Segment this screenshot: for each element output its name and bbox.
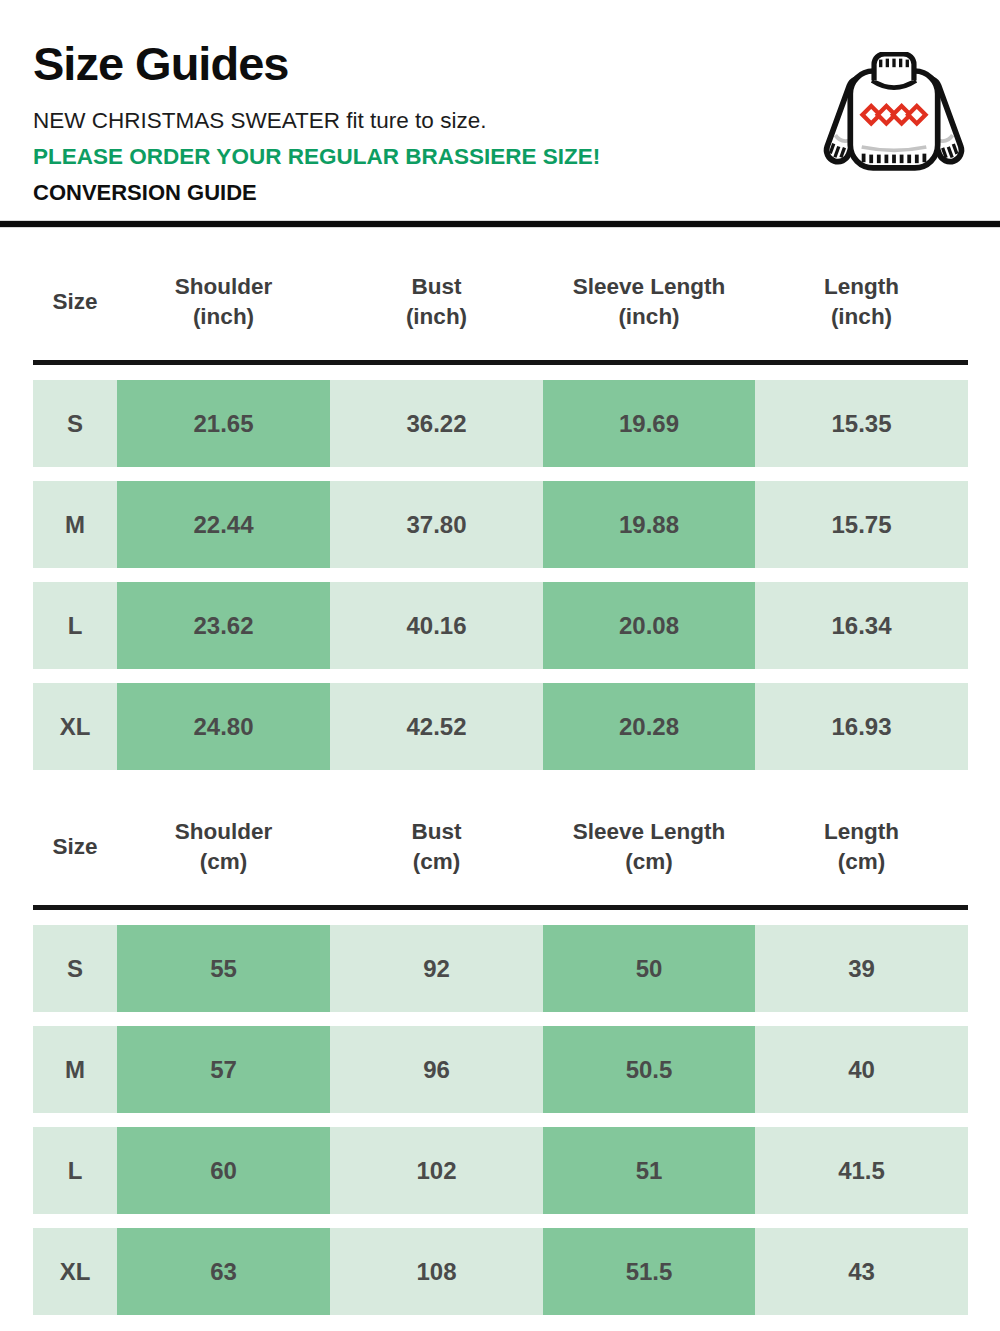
table-row-s: S 21.65 36.22 19.69 15.35 [33, 380, 968, 467]
col-header-length: Length(inch) [755, 272, 968, 332]
length-cell: 41.5 [755, 1127, 968, 1214]
bust-cell: 40.16 [330, 582, 543, 669]
bust-cell: 37.80 [330, 481, 543, 568]
col-header-shoulder: Shoulder(inch) [117, 272, 330, 332]
length-cell: 16.34 [755, 582, 968, 669]
col-header-bust: Bust(inch) [330, 272, 543, 332]
size-cell: M [33, 481, 117, 568]
length-cell: 43 [755, 1228, 968, 1315]
sleeve-length-cell: 19.88 [543, 481, 755, 568]
table-row-xl: XL 63 108 51.5 43 [33, 1228, 968, 1315]
col-header-size: Size [33, 832, 117, 862]
sleeve-length-cell: 19.69 [543, 380, 755, 467]
shoulder-cell: 63 [117, 1228, 330, 1315]
bust-cell: 92 [330, 925, 543, 1012]
size-cell: XL [33, 683, 117, 770]
length-cell: 16.93 [755, 683, 968, 770]
section-divider [0, 220, 1000, 228]
col-header-length: Length(cm) [755, 817, 968, 877]
bust-cell: 42.52 [330, 683, 543, 770]
shoulder-cell: 24.80 [117, 683, 330, 770]
sweater-hem-ribs [864, 154, 925, 164]
shoulder-cell: 21.65 [117, 380, 330, 467]
size-cell: M [33, 1026, 117, 1113]
bust-cell: 108 [330, 1228, 543, 1315]
sleeve-length-cell: 20.08 [543, 582, 755, 669]
sleeve-length-cell: 50.5 [543, 1026, 755, 1113]
table-row-m: M 22.44 37.80 19.88 15.75 [33, 481, 968, 568]
bust-cell: 36.22 [330, 380, 543, 467]
size-cell: L [33, 1127, 117, 1214]
length-cell: 15.75 [755, 481, 968, 568]
size-cell: S [33, 925, 117, 1012]
table-header-row: Size Shoulder(cm) Bust(cm) Sleeve Length… [33, 784, 968, 905]
bust-cell: 102 [330, 1127, 543, 1214]
table-row-l: L 23.62 40.16 20.08 16.34 [33, 582, 968, 669]
table-row-s: S 55 92 50 39 [33, 925, 968, 1012]
size-table-cm: Size Shoulder(cm) Bust(cm) Sleeve Length… [33, 784, 968, 1315]
shoulder-cell: 60 [117, 1127, 330, 1214]
sleeve-length-cell: 51 [543, 1127, 755, 1214]
sleeve-length-cell: 51.5 [543, 1228, 755, 1315]
christmas-sweater-icon [818, 52, 970, 185]
length-cell: 40 [755, 1026, 968, 1113]
table-row-xl: XL 24.80 42.52 20.28 16.93 [33, 683, 968, 770]
length-cell: 39 [755, 925, 968, 1012]
sleeve-length-cell: 50 [543, 925, 755, 1012]
col-header-bust: Bust(cm) [330, 817, 543, 877]
col-header-shoulder: Shoulder(cm) [117, 817, 330, 877]
size-cell: L [33, 582, 117, 669]
shoulder-cell: 22.44 [117, 481, 330, 568]
table-row-m: M 57 96 50.5 40 [33, 1026, 968, 1113]
size-cell: XL [33, 1228, 117, 1315]
sleeve-length-cell: 20.28 [543, 683, 755, 770]
table-body: S 21.65 36.22 19.69 15.35 M 22.44 37.80 … [33, 365, 968, 770]
table-row-l: L 60 102 51 41.5 [33, 1127, 968, 1214]
size-cell: S [33, 380, 117, 467]
shoulder-cell: 55 [117, 925, 330, 1012]
shoulder-cell: 23.62 [117, 582, 330, 669]
shoulder-cell: 57 [117, 1026, 330, 1113]
table-body: S 55 92 50 39 M 57 96 50.5 40 L 60 102 5… [33, 910, 968, 1315]
col-header-size: Size [33, 287, 117, 317]
col-header-sleeve-length: Sleeve Length(inch) [543, 272, 755, 332]
size-table-inches: Size Shoulder(inch) Bust(inch) Sleeve Le… [33, 228, 968, 770]
bust-cell: 96 [330, 1026, 543, 1113]
table-header-row: Size Shoulder(inch) Bust(inch) Sleeve Le… [33, 228, 968, 360]
length-cell: 15.35 [755, 380, 968, 467]
size-guide-sheet: Size Guides NEW CHRISTMAS SWEATER fit tu… [0, 0, 1000, 1331]
header: Size Guides NEW CHRISTMAS SWEATER fit tu… [0, 0, 1000, 206]
col-header-sleeve-length: Sleeve Length(cm) [543, 817, 755, 877]
